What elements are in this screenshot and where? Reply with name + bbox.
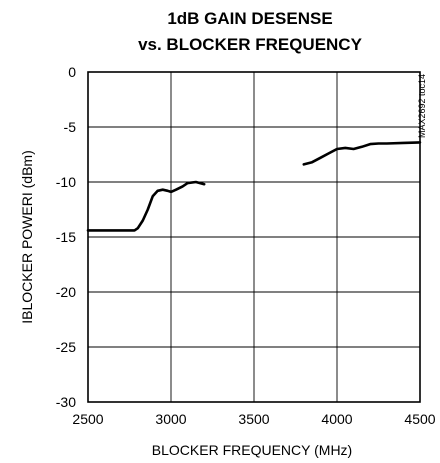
plot-border <box>87 71 421 403</box>
grid-lines <box>88 72 420 402</box>
plot-frame <box>87 71 421 403</box>
x-tick-label-2: 3500 <box>238 411 269 427</box>
x-tick-label-0: 2500 <box>72 411 103 427</box>
y-tick-label-3: -15 <box>56 229 76 245</box>
y-tick-label-1: -5 <box>64 119 77 135</box>
x-tick-label-4: 4500 <box>404 411 435 427</box>
figure-code-label: MAX2692 toc14 <box>417 74 427 138</box>
series-0-segment-1 <box>302 141 422 166</box>
y-tick-label-5: -25 <box>56 339 76 355</box>
series-0-segment-0 <box>86 180 206 232</box>
series-lines <box>86 141 422 232</box>
x-tick-labels: 2500 3000 3500 4000 4500 <box>72 411 435 427</box>
x-axis-label: BLOCKER FREQUENCY (MHz) <box>152 442 352 458</box>
y-tick-label-4: -20 <box>56 284 76 300</box>
y-tick-labels: 0 -5 -10 -15 -20 -25 -30 <box>56 64 76 410</box>
y-tick-label-6: -30 <box>56 394 76 410</box>
chart-title: 1dB GAIN DESENSE <box>167 9 332 28</box>
x-tick-label-3: 4000 <box>321 411 352 427</box>
y-axis-label: IBLOCKER POWERI (dBm) <box>19 150 35 323</box>
x-tick-label-1: 3000 <box>155 411 186 427</box>
y-tick-label-2: -10 <box>56 174 76 190</box>
chart-subtitle: vs. BLOCKER FREQUENCY <box>138 35 363 54</box>
y-tick-label-0: 0 <box>68 64 76 80</box>
